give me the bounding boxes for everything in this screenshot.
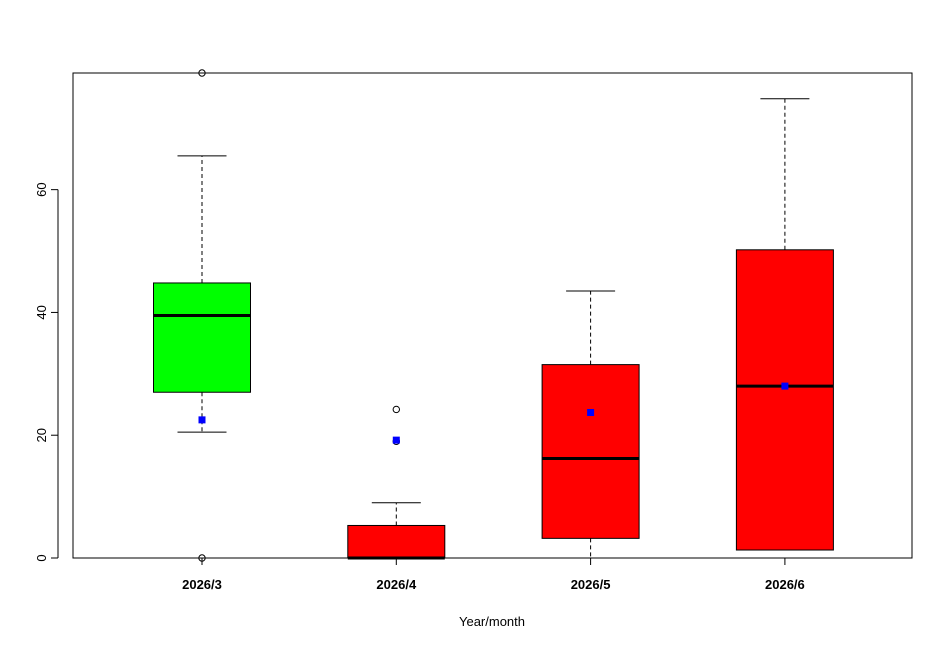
mean-marker [198, 416, 206, 424]
plot-frame [72, 72, 913, 559]
y-tick-label: 40 [34, 305, 49, 319]
outlier-point [198, 69, 206, 77]
mean-marker [781, 382, 789, 390]
x-axis-title: Year/month [459, 614, 525, 629]
x-tick-label: 2026/4 [376, 577, 417, 592]
box-group-2026-4 [347, 405, 446, 560]
boxes [153, 69, 834, 562]
x-tick-label: 2026/3 [182, 577, 222, 592]
outlier-point [392, 405, 400, 414]
box-iqr [153, 282, 251, 393]
x-axis-labels: 2026/3 2026/4 2026/5 2026/6 [182, 558, 805, 592]
box-group-2026-5 [541, 290, 640, 559]
box-iqr [541, 364, 640, 539]
y-tick-label: 20 [34, 428, 49, 442]
y-tick-label: 60 [34, 182, 49, 196]
y-tick-label: 0 [34, 554, 49, 561]
box-group-2026-6 [735, 98, 834, 551]
x-tick-label: 2026/6 [765, 577, 805, 592]
y-axis: 0 20 40 60 [34, 182, 59, 562]
box-group-2026-3 [153, 69, 251, 562]
box-iqr [347, 524, 446, 559]
mean-marker [392, 436, 400, 444]
x-tick-label: 2026/5 [571, 577, 611, 592]
box-iqr [735, 249, 834, 551]
mean-marker [587, 409, 595, 416]
